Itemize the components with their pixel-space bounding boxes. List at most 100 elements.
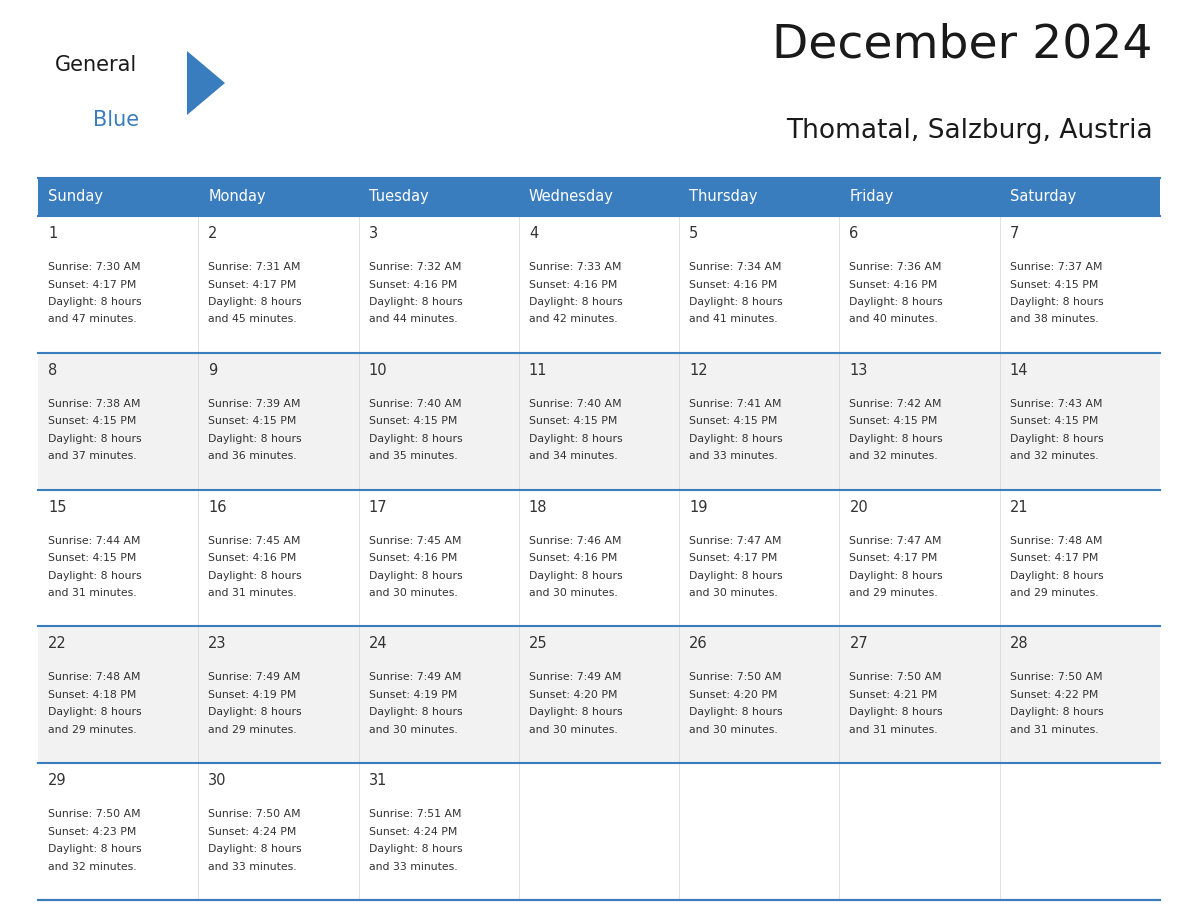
Text: Daylight: 8 hours: Daylight: 8 hours: [689, 297, 783, 307]
Text: Sunset: 4:24 PM: Sunset: 4:24 PM: [368, 827, 457, 836]
Text: Sunrise: 7:49 AM: Sunrise: 7:49 AM: [529, 672, 621, 682]
Text: 27: 27: [849, 636, 868, 652]
Text: and 33 minutes.: and 33 minutes.: [368, 862, 457, 872]
Text: Sunset: 4:15 PM: Sunset: 4:15 PM: [849, 416, 937, 426]
Text: Daylight: 8 hours: Daylight: 8 hours: [208, 845, 302, 855]
Text: 22: 22: [48, 636, 67, 652]
Text: Daylight: 8 hours: Daylight: 8 hours: [208, 297, 302, 307]
Text: 16: 16: [208, 499, 227, 515]
Text: Daylight: 8 hours: Daylight: 8 hours: [849, 708, 943, 717]
Text: 12: 12: [689, 363, 708, 378]
Text: Daylight: 8 hours: Daylight: 8 hours: [48, 845, 141, 855]
Text: Daylight: 8 hours: Daylight: 8 hours: [48, 434, 141, 443]
Text: 19: 19: [689, 499, 708, 515]
Text: Daylight: 8 hours: Daylight: 8 hours: [689, 708, 783, 717]
Text: 8: 8: [48, 363, 57, 378]
Text: 25: 25: [529, 636, 548, 652]
Text: 5: 5: [689, 226, 699, 241]
Text: Sunrise: 7:42 AM: Sunrise: 7:42 AM: [849, 398, 942, 409]
Text: General: General: [55, 55, 138, 75]
Text: and 47 minutes.: and 47 minutes.: [48, 315, 137, 324]
Text: Sunrise: 7:50 AM: Sunrise: 7:50 AM: [849, 672, 942, 682]
Text: Sunset: 4:16 PM: Sunset: 4:16 PM: [689, 279, 777, 289]
Text: and 34 minutes.: and 34 minutes.: [529, 452, 618, 462]
Text: 4: 4: [529, 226, 538, 241]
Text: Sunset: 4:15 PM: Sunset: 4:15 PM: [689, 416, 777, 426]
Text: and 33 minutes.: and 33 minutes.: [208, 862, 297, 872]
Text: Daylight: 8 hours: Daylight: 8 hours: [849, 571, 943, 580]
Text: Sunset: 4:15 PM: Sunset: 4:15 PM: [529, 416, 618, 426]
Text: Sunrise: 7:41 AM: Sunrise: 7:41 AM: [689, 398, 782, 409]
Text: Daylight: 8 hours: Daylight: 8 hours: [368, 434, 462, 443]
Text: 1: 1: [48, 226, 57, 241]
Text: Sunrise: 7:43 AM: Sunrise: 7:43 AM: [1010, 398, 1102, 409]
Text: 2: 2: [208, 226, 217, 241]
Text: Daylight: 8 hours: Daylight: 8 hours: [368, 571, 462, 580]
Text: and 31 minutes.: and 31 minutes.: [849, 725, 939, 735]
Text: Sunrise: 7:33 AM: Sunrise: 7:33 AM: [529, 262, 621, 272]
Text: and 32 minutes.: and 32 minutes.: [1010, 452, 1099, 462]
Text: and 31 minutes.: and 31 minutes.: [48, 588, 137, 599]
Text: Daylight: 8 hours: Daylight: 8 hours: [529, 297, 623, 307]
Text: Sunset: 4:16 PM: Sunset: 4:16 PM: [368, 279, 457, 289]
Bar: [519, 178, 680, 216]
Text: Sunset: 4:15 PM: Sunset: 4:15 PM: [208, 416, 297, 426]
Text: Sunset: 4:15 PM: Sunset: 4:15 PM: [1010, 279, 1098, 289]
Text: Thursday: Thursday: [689, 189, 758, 205]
Text: and 32 minutes.: and 32 minutes.: [849, 452, 939, 462]
Bar: [38, 216, 1159, 353]
Text: and 37 minutes.: and 37 minutes.: [48, 452, 137, 462]
Text: Sunset: 4:20 PM: Sunset: 4:20 PM: [529, 690, 618, 700]
Text: and 41 minutes.: and 41 minutes.: [689, 315, 778, 324]
Text: Sunrise: 7:30 AM: Sunrise: 7:30 AM: [48, 262, 140, 272]
Text: Sunrise: 7:49 AM: Sunrise: 7:49 AM: [208, 672, 301, 682]
Text: Sunset: 4:17 PM: Sunset: 4:17 PM: [849, 554, 937, 563]
Text: Daylight: 8 hours: Daylight: 8 hours: [689, 571, 783, 580]
Text: Daylight: 8 hours: Daylight: 8 hours: [1010, 571, 1104, 580]
Text: Sunset: 4:17 PM: Sunset: 4:17 PM: [689, 554, 777, 563]
Text: Sunset: 4:15 PM: Sunset: 4:15 PM: [368, 416, 457, 426]
Bar: [38, 353, 1159, 489]
Text: Sunrise: 7:47 AM: Sunrise: 7:47 AM: [849, 535, 942, 545]
Text: and 31 minutes.: and 31 minutes.: [1010, 725, 1099, 735]
Text: and 31 minutes.: and 31 minutes.: [208, 588, 297, 599]
Bar: [680, 178, 840, 216]
Text: and 30 minutes.: and 30 minutes.: [529, 725, 618, 735]
Text: Sunrise: 7:49 AM: Sunrise: 7:49 AM: [368, 672, 461, 682]
Text: Thomatal, Salzburg, Austria: Thomatal, Salzburg, Austria: [786, 118, 1154, 144]
Text: and 30 minutes.: and 30 minutes.: [368, 725, 457, 735]
Bar: [38, 489, 1159, 626]
Text: Sunset: 4:19 PM: Sunset: 4:19 PM: [208, 690, 297, 700]
Text: and 45 minutes.: and 45 minutes.: [208, 315, 297, 324]
Text: and 35 minutes.: and 35 minutes.: [368, 452, 457, 462]
Text: Daylight: 8 hours: Daylight: 8 hours: [368, 708, 462, 717]
Text: Sunrise: 7:45 AM: Sunrise: 7:45 AM: [208, 535, 301, 545]
Text: Daylight: 8 hours: Daylight: 8 hours: [1010, 434, 1104, 443]
Text: and 36 minutes.: and 36 minutes.: [208, 452, 297, 462]
Text: 15: 15: [48, 499, 67, 515]
Text: Sunrise: 7:50 AM: Sunrise: 7:50 AM: [48, 809, 140, 819]
Text: Daylight: 8 hours: Daylight: 8 hours: [48, 708, 141, 717]
Text: 30: 30: [208, 773, 227, 789]
Text: Daylight: 8 hours: Daylight: 8 hours: [529, 571, 623, 580]
Text: Daylight: 8 hours: Daylight: 8 hours: [529, 434, 623, 443]
Text: Daylight: 8 hours: Daylight: 8 hours: [1010, 708, 1104, 717]
Text: Daylight: 8 hours: Daylight: 8 hours: [368, 297, 462, 307]
Bar: [1000, 178, 1159, 216]
Bar: [38, 626, 1159, 763]
Text: Daylight: 8 hours: Daylight: 8 hours: [1010, 297, 1104, 307]
Text: Sunset: 4:16 PM: Sunset: 4:16 PM: [208, 554, 297, 563]
Bar: [38, 763, 1159, 900]
Text: Sunrise: 7:45 AM: Sunrise: 7:45 AM: [368, 535, 461, 545]
Text: and 38 minutes.: and 38 minutes.: [1010, 315, 1099, 324]
Text: Sunset: 4:18 PM: Sunset: 4:18 PM: [48, 690, 137, 700]
Text: 7: 7: [1010, 226, 1019, 241]
Text: 18: 18: [529, 499, 548, 515]
Text: Sunset: 4:16 PM: Sunset: 4:16 PM: [849, 279, 937, 289]
Text: 13: 13: [849, 363, 867, 378]
Bar: [840, 178, 1000, 216]
Text: Sunset: 4:15 PM: Sunset: 4:15 PM: [48, 416, 137, 426]
Text: 17: 17: [368, 499, 387, 515]
Text: Sunset: 4:23 PM: Sunset: 4:23 PM: [48, 827, 137, 836]
Text: Daylight: 8 hours: Daylight: 8 hours: [48, 297, 141, 307]
